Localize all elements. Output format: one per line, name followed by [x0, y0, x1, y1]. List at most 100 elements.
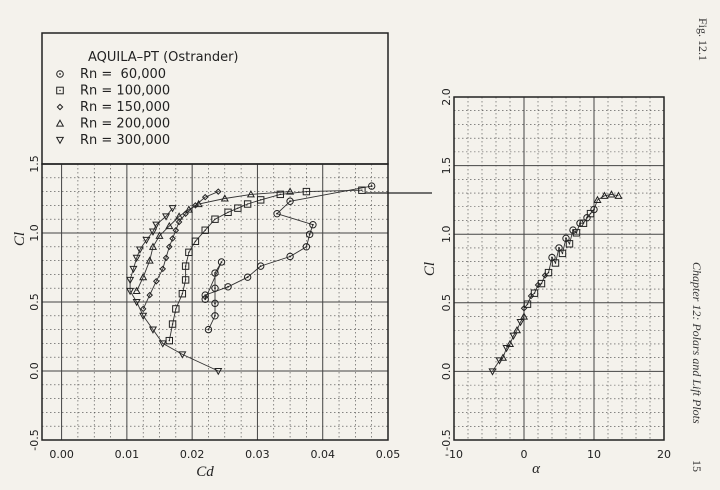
lift-data-point	[565, 240, 574, 248]
polar-data-point	[155, 231, 164, 239]
polar-data-point	[148, 242, 158, 250]
polar-data-point	[220, 194, 229, 202]
polar-data-point	[211, 269, 219, 277]
polar-series-line	[168, 189, 362, 341]
polar-data-point	[243, 273, 252, 281]
lift-data-point	[541, 272, 549, 279]
legend-entry: Rn = 150,000	[80, 100, 170, 115]
legend-marker	[55, 119, 65, 127]
polar-y-tick-label: 1.5	[28, 155, 41, 173]
lift-data-point	[534, 281, 542, 289]
polar-data-point	[191, 237, 200, 245]
lift-data-point	[569, 226, 577, 234]
polar-data-point	[358, 186, 366, 194]
lift-plot-frame	[453, 96, 665, 441]
lift-data-point	[562, 234, 570, 243]
polar-data-point	[152, 278, 160, 285]
polar-x-tick-label: 0.02	[180, 448, 205, 461]
polar-data-point	[159, 265, 167, 273]
polar-data-point	[129, 265, 138, 274]
polar-data-point	[126, 276, 135, 285]
polar-data-point	[211, 284, 219, 292]
polar-plot-frame	[41, 163, 389, 441]
lift-y-ticks: -0.5 0.0 0.5 1.0 1.5 2.0	[440, 88, 453, 450]
polar-y-tick-label: -0.5	[28, 429, 41, 450]
polar-y-tick-label: 0.5	[28, 293, 41, 311]
polar-data-point	[224, 208, 232, 217]
polar-data-point	[148, 228, 158, 236]
polar-series-line	[204, 185, 372, 330]
lift-data-point	[505, 339, 515, 348]
lift-data-point	[551, 259, 560, 267]
legend-marker	[56, 70, 64, 78]
lift-marks	[488, 190, 623, 376]
lift-data-point	[537, 279, 546, 288]
cl-cd-polar-chart: AQUILA–PT (Ostrander) Rn = 60,000 Rn = 10…	[12, 32, 401, 480]
lift-data-point	[576, 219, 584, 227]
polar-y-tick-label: 0.0	[28, 362, 41, 380]
polar-data-point	[166, 243, 173, 251]
lift-data-point	[614, 191, 623, 199]
lift-data-point	[607, 190, 616, 198]
polar-data-point	[305, 230, 314, 239]
polar-data-point	[172, 226, 180, 234]
polar-data-point	[142, 236, 151, 245]
lift-data-point	[555, 244, 563, 252]
polar-data-point	[139, 272, 148, 281]
polar-data-point	[234, 204, 242, 212]
lift-data-point	[495, 357, 504, 365]
polar-x-tick-label: 0.03	[245, 448, 270, 461]
polar-data-point	[302, 187, 311, 196]
lift-data-point	[519, 312, 529, 320]
polar-data-point	[165, 221, 174, 230]
polar-data-point	[135, 246, 144, 254]
polar-data-point	[169, 235, 176, 242]
lift-x-tick-label: -10	[445, 448, 463, 461]
lift-x-ticks: -10 0 10 20	[445, 448, 671, 461]
polar-data-point	[168, 320, 177, 328]
polar-data-point	[175, 212, 184, 220]
polar-series-line	[142, 191, 219, 310]
polar-data-point	[286, 252, 294, 261]
polar-data-point	[302, 243, 311, 251]
lift-data-point	[544, 268, 553, 277]
lift-data-point	[548, 253, 556, 262]
polar-data-point	[286, 187, 295, 195]
polar-data-point	[211, 312, 219, 320]
polar-data-point	[286, 197, 294, 205]
polar-data-point	[162, 254, 170, 262]
lift-curve-line	[492, 193, 619, 372]
polar-data-point	[132, 298, 141, 307]
polar-data-point	[161, 213, 171, 221]
lift-grid	[453, 96, 665, 441]
polar-data-point	[256, 196, 265, 204]
polar-data-point	[152, 221, 161, 229]
lift-y-tick-label: 0.5	[440, 294, 453, 312]
legend-entry: Rn = 60,000	[80, 67, 166, 82]
lift-data-point	[530, 289, 539, 297]
lift-data-point	[527, 292, 535, 300]
lift-x-axis-label: α	[532, 461, 541, 477]
lift-y-tick-label: 0.0	[440, 363, 453, 381]
polar-x-tick-label: 0.00	[49, 448, 74, 461]
legend-marker	[55, 136, 65, 145]
lift-data-point	[523, 300, 532, 308]
polar-data-point	[201, 193, 209, 201]
lift-data-point	[590, 205, 598, 214]
polar-data-point	[184, 205, 193, 213]
polar-data-point	[246, 190, 255, 198]
polar-data-point	[201, 291, 209, 299]
polar-data-point	[185, 248, 193, 257]
polar-data-point	[217, 258, 226, 266]
polar-x-tick-label: 0.05	[376, 448, 401, 461]
polar-data-point	[214, 188, 222, 195]
polar-series-line	[129, 207, 219, 372]
polar-title: AQUILA–PT (Ostrander)	[88, 50, 238, 65]
polar-marks	[126, 182, 376, 376]
page-number: 15	[690, 460, 704, 472]
lift-x-tick-label: 10	[587, 448, 601, 461]
polar-data-point	[132, 254, 141, 263]
polar-data-point	[194, 199, 203, 208]
